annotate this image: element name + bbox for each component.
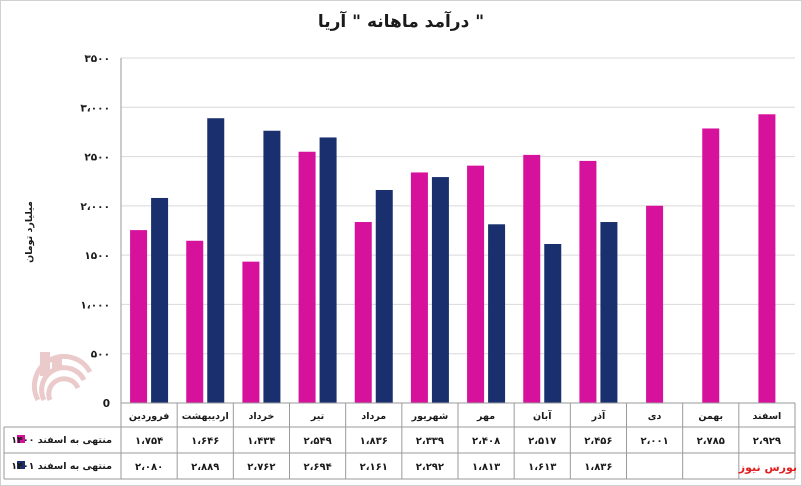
data-label: ۲،۵۱۷ (528, 436, 556, 447)
y-tick-label: ۲۵۰۰ (84, 152, 110, 164)
data-label: ۱،۶۱۳ (528, 462, 556, 473)
bar-series2 (207, 118, 225, 403)
bar-series2 (319, 137, 337, 403)
y-tick-label: ۱۵۰۰ (84, 250, 110, 262)
legend-swatch-series1 (17, 435, 25, 443)
bar-series1 (579, 160, 597, 403)
data-label: ۲،۸۸۹ (191, 462, 219, 473)
data-label: ۲،۳۳۹ (416, 436, 444, 447)
data-label: ۲،۰۸۰ (135, 462, 163, 473)
bar-series1 (410, 172, 428, 403)
category-label: شهریور (411, 411, 449, 422)
bar-series2 (151, 197, 169, 403)
data-label: ۲،۷۶۲ (247, 462, 275, 473)
category-label: دی (648, 411, 662, 422)
y-tick-label: ۳۵۰۰ (84, 53, 110, 65)
data-label: ۲،۰۰۱ (640, 436, 668, 447)
bar-series1 (467, 165, 485, 403)
category-label: بهمن (698, 411, 723, 422)
y-tick-label: ۵۰۰ (91, 349, 110, 361)
category-label: خرداد (249, 411, 275, 422)
category-label: آذر (591, 409, 606, 422)
bar-series1 (354, 222, 372, 403)
category-label: آبان (533, 409, 552, 422)
data-label: ۱،۶۴۶ (191, 436, 219, 447)
bar-series2 (431, 177, 449, 403)
credit-text: بورس نیوز (738, 461, 797, 474)
data-label: ۲،۵۴۹ (303, 436, 331, 447)
y-axis-label: میلیارد تومان (24, 201, 35, 263)
data-label: ۱،۷۵۴ (135, 436, 163, 447)
data-label: ۱،۸۳۶ (584, 462, 612, 473)
bar-series2 (263, 130, 281, 403)
bar-series2 (375, 189, 393, 403)
bar-series1 (702, 128, 720, 403)
bar-series2 (544, 244, 562, 403)
bar-series1 (758, 114, 776, 403)
legend-swatch-series2 (17, 461, 25, 469)
y-tick-label: ۲،۰۰۰ (80, 201, 110, 213)
bar-series1 (130, 230, 148, 403)
category-label: تیر (310, 411, 324, 422)
data-label: ۲،۴۵۶ (584, 436, 612, 447)
y-tick-label: ۱،۰۰۰ (80, 299, 110, 311)
series-name: منتهی به اسفند ۱۴۰۱ (11, 461, 112, 472)
data-label: ۱،۸۱۳ (472, 462, 500, 473)
category-label: مهر (476, 411, 495, 422)
bar-series1 (298, 151, 316, 403)
data-label: ۲،۲۹۲ (416, 462, 444, 473)
data-label: ۲،۷۸۵ (697, 436, 725, 447)
data-label: ۲،۹۲۹ (753, 436, 781, 447)
category-label: اسفند (753, 411, 782, 422)
data-label: ۲،۶۹۴ (303, 462, 331, 473)
series-name: منتهی به اسفند ۱۴۰۰ (11, 435, 112, 446)
data-label: ۲،۴۰۸ (472, 436, 500, 447)
data-label: ۲،۱۶۱ (360, 462, 388, 473)
chart-title: درآمد ماهانه " آریا " (318, 10, 484, 32)
data-label: ۱،۸۳۶ (360, 436, 388, 447)
bar-series2 (488, 224, 506, 403)
watermark-logo (32, 352, 93, 402)
category-label: مرداد (361, 411, 386, 422)
bar-series1 (242, 261, 260, 403)
category-label: فروردین (129, 411, 170, 422)
bar-series1 (646, 205, 664, 403)
bar-series1 (186, 240, 204, 403)
y-tick-label: 0 (103, 398, 110, 410)
bar-series2 (600, 222, 618, 403)
category-label: اردیبهشت (182, 411, 229, 422)
data-label: ۱،۴۳۴ (247, 436, 275, 447)
y-tick-label: ۳،۰۰۰ (80, 102, 110, 114)
bar-series1 (523, 154, 541, 403)
